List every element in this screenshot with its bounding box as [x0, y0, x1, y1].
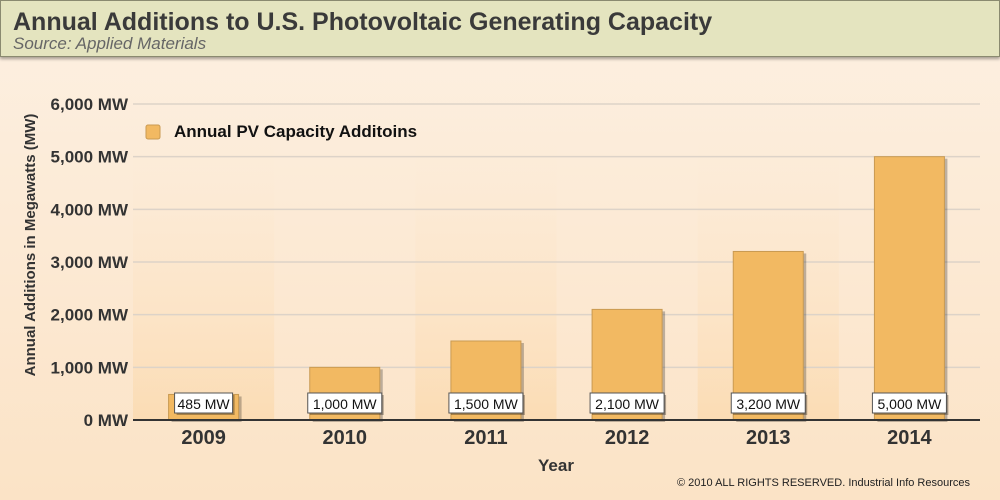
data-label: 3,200 MW [736, 396, 801, 412]
chart-header: Annual Additions to U.S. Photovoltaic Ge… [0, 0, 1000, 57]
y-tick-label: 0 MW [84, 411, 129, 430]
copyright-footer: © 2010 ALL RIGHTS RESERVED. Industrial I… [676, 477, 970, 489]
chart-subtitle: Source: Applied Materials [13, 34, 207, 53]
data-label-box [730, 392, 806, 414]
data-label: 2,100 MW [595, 396, 660, 412]
data-label-box [174, 392, 234, 414]
x-axis-title: Year [538, 456, 574, 475]
bar [732, 250, 804, 421]
data-label-box [448, 392, 524, 414]
data-label: 485 MW [178, 396, 231, 412]
data-label: 1,500 MW [454, 396, 519, 412]
data-label-box [589, 392, 665, 414]
y-tick-label: 4,000 MW [51, 200, 129, 219]
x-tick-label: 2013 [746, 427, 791, 449]
y-tick-label: 1,000 MW [51, 358, 129, 377]
chart-title: Annual Additions to U.S. Photovoltaic Ge… [13, 8, 713, 36]
data-label: 5,000 MW [878, 396, 943, 412]
legend-label: Annual PV Capacity Additoins [174, 122, 417, 141]
x-tick-label: 2010 [323, 427, 368, 449]
y-tick-label: 6,000 MW [51, 95, 129, 114]
legend-swatch [145, 124, 161, 140]
x-tick-label: 2012 [605, 427, 650, 449]
x-tick-label: 2009 [181, 427, 226, 449]
bar [873, 156, 945, 421]
data-label: 1,000 MW [313, 396, 378, 412]
y-tick-label: 5,000 MW [51, 148, 129, 167]
y-axis-title: Annual Additions in Megawatts (MW) [22, 114, 39, 377]
data-label-box [871, 392, 947, 414]
y-tick-label: 2,000 MW [51, 306, 129, 325]
y-tick-label: 3,000 MW [51, 253, 129, 272]
x-tick-label: 2014 [887, 427, 932, 449]
data-label-box [307, 392, 383, 414]
x-tick-label: 2011 [464, 427, 507, 449]
